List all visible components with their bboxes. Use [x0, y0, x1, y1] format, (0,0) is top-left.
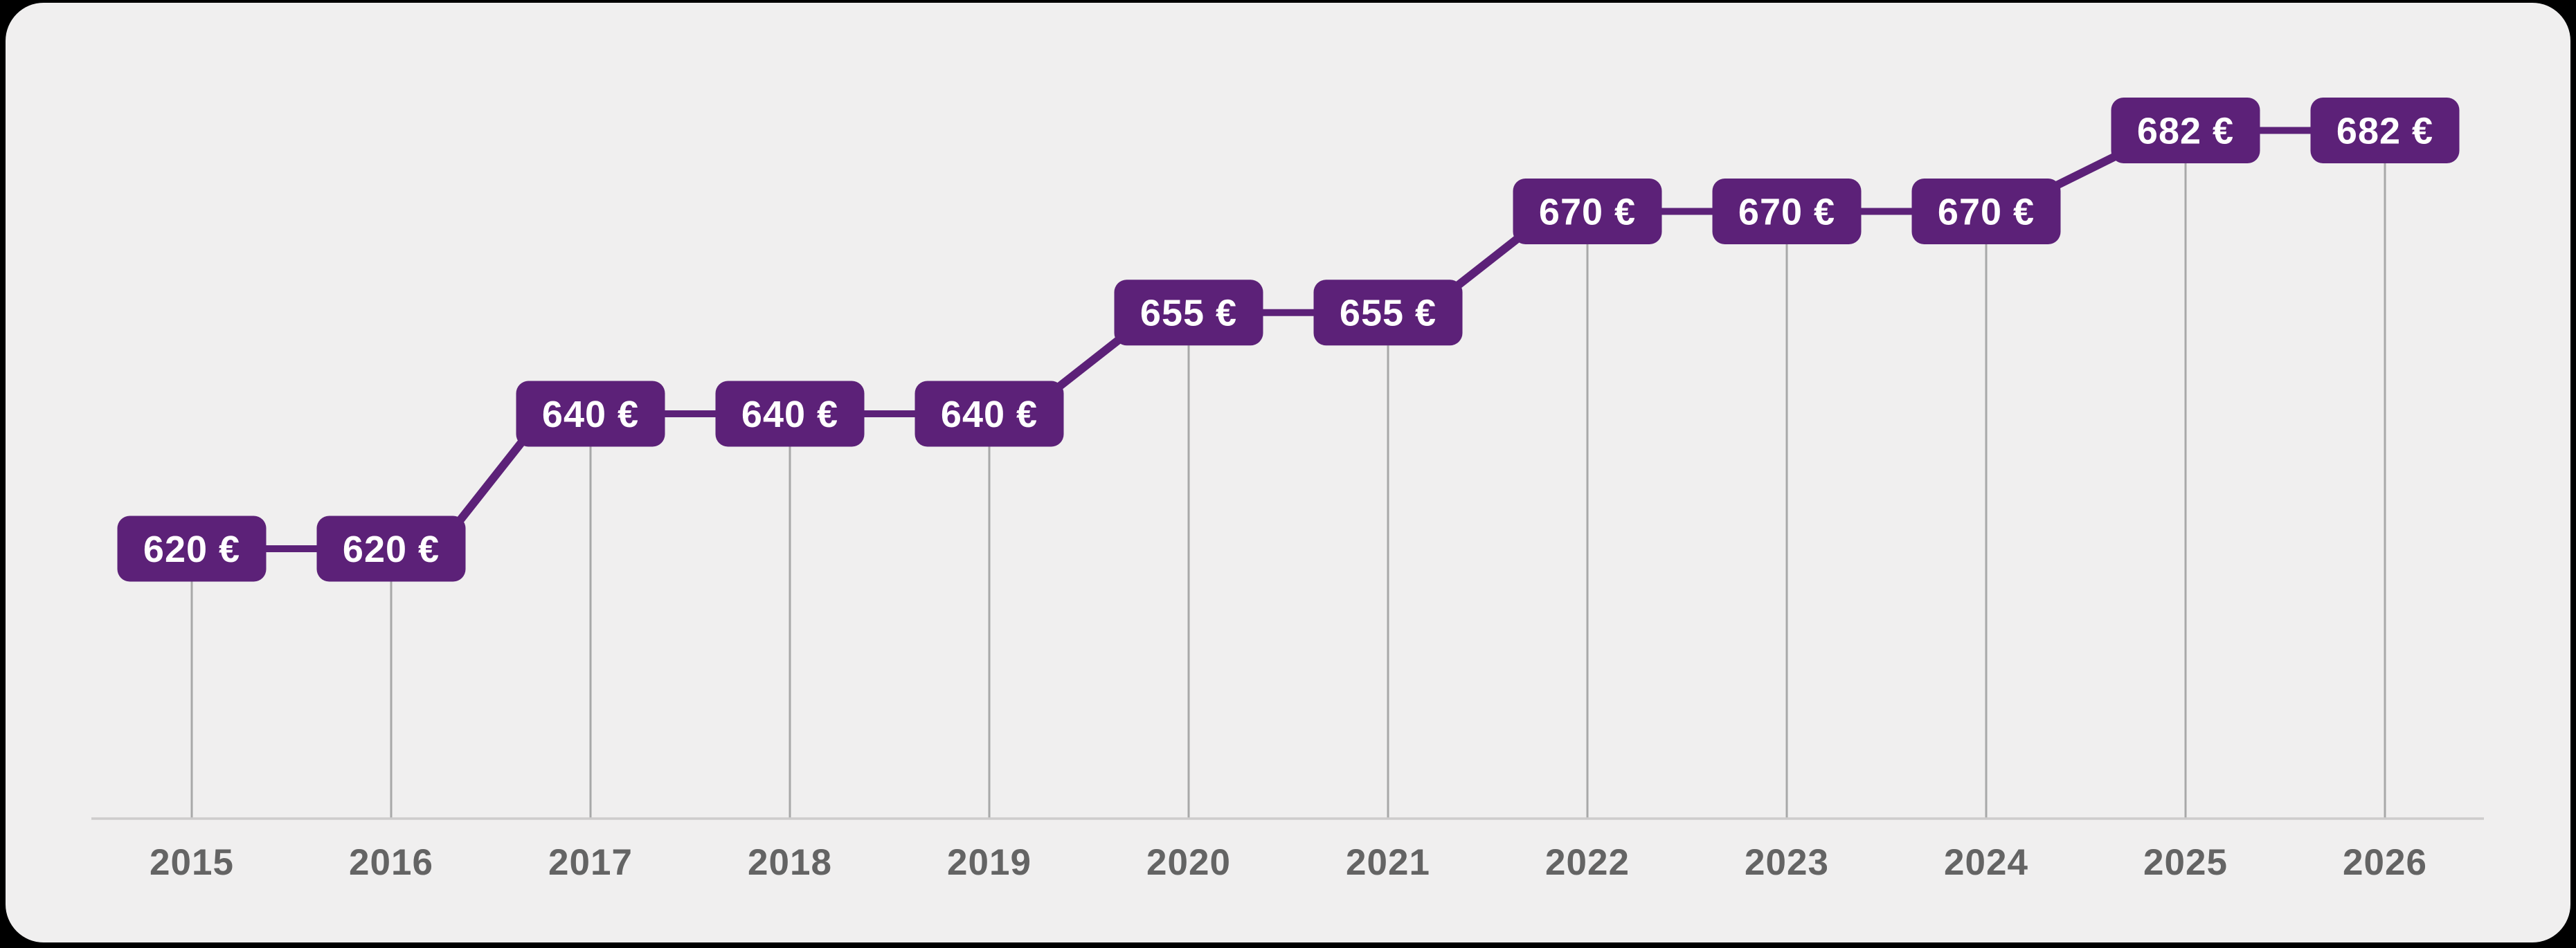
value-badge-label: 620 €	[343, 529, 440, 570]
value-badge-label: 670 €	[1738, 191, 1835, 233]
value-badge-label: 640 €	[941, 394, 1038, 435]
value-badge-2023: 670 €	[1712, 179, 1862, 244]
value-badge-label: 620 €	[143, 529, 240, 570]
year-label-2021: 2021	[1346, 842, 1430, 883]
value-badge-2025: 682 €	[2111, 98, 2260, 163]
value-badge-box	[2111, 98, 2260, 163]
year-label-2017: 2017	[548, 842, 633, 883]
value-badge-2024: 670 €	[1911, 179, 2061, 244]
year-label-2023: 2023	[1745, 842, 1829, 883]
value-badge-box	[1712, 179, 1862, 244]
value-badge-2017: 640 €	[516, 381, 665, 447]
connector-rise	[1050, 331, 1128, 395]
value-badge-box	[516, 381, 665, 447]
year-label-2019: 2019	[947, 842, 1032, 883]
value-badge-2026: 682 €	[2310, 98, 2460, 163]
value-badge-box	[1513, 179, 1662, 244]
value-badge-label: 682 €	[2137, 110, 2234, 152]
value-badge-2022: 670 €	[1513, 179, 1662, 244]
value-badge-label: 655 €	[1140, 293, 1237, 334]
value-badge-2020: 655 €	[1114, 280, 1263, 346]
value-badge-box	[1114, 280, 1263, 346]
value-badge-2018: 640 €	[715, 381, 865, 447]
value-badge-box	[1313, 280, 1463, 346]
year-label-2025: 2025	[2143, 842, 2228, 883]
value-badge-2021: 655 €	[1313, 280, 1463, 346]
value-badge-label: 670 €	[1938, 191, 2035, 233]
year-label-2024: 2024	[1944, 842, 2028, 883]
value-badge-2015: 620 €	[117, 516, 267, 582]
value-badge-label: 670 €	[1539, 191, 1636, 233]
year-label-2026: 2026	[2343, 842, 2427, 883]
value-badge-2016: 620 €	[316, 516, 466, 582]
value-badge-label: 640 €	[542, 394, 639, 435]
value-badge-box	[117, 516, 267, 582]
value-badge-label: 655 €	[1340, 293, 1436, 334]
value-badge-box	[915, 381, 1064, 447]
value-badge-label: 682 €	[2336, 110, 2433, 152]
year-label-2016: 2016	[349, 842, 433, 883]
connector-rise	[1448, 230, 1527, 294]
value-badge-2019: 640 €	[915, 381, 1064, 447]
value-badge-box	[316, 516, 466, 582]
year-label-2015: 2015	[150, 842, 234, 883]
value-badge-label: 640 €	[741, 394, 838, 435]
year-label-2020: 2020	[1146, 842, 1231, 883]
value-badge-box	[1911, 179, 2061, 244]
connector-rise	[2046, 149, 2125, 192]
value-badge-box	[2310, 98, 2460, 163]
connector-rise	[451, 432, 530, 530]
value-badge-box	[715, 381, 865, 447]
year-label-2022: 2022	[1545, 842, 1630, 883]
year-label-2018: 2018	[748, 842, 832, 883]
